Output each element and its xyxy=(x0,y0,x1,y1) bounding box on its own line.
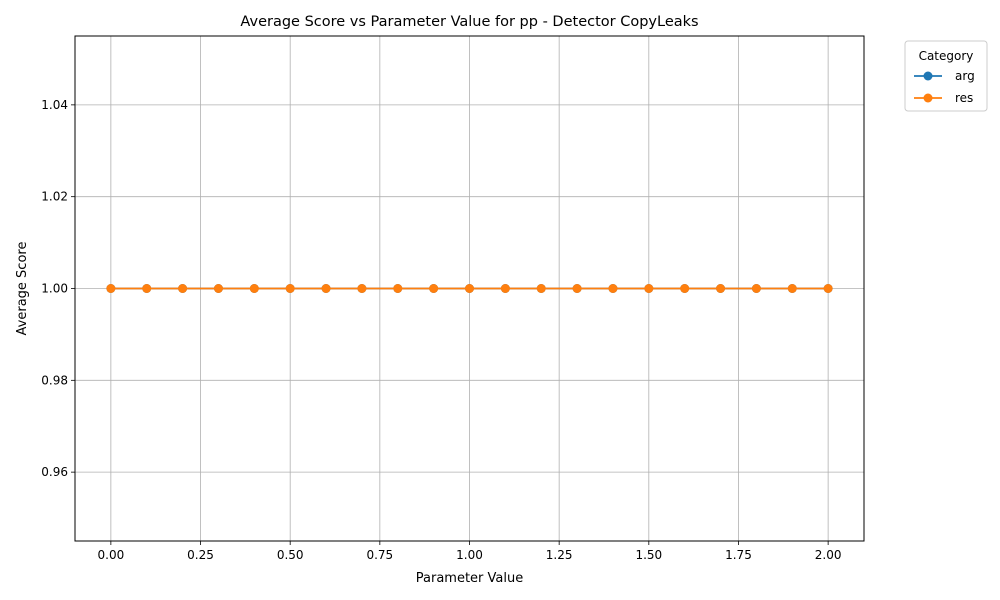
data-point xyxy=(142,284,152,293)
y-tick-label: 1.04 xyxy=(41,98,68,112)
legend-title: Category xyxy=(919,49,974,63)
x-tick-label: 2.00 xyxy=(815,548,842,562)
data-point xyxy=(106,284,116,293)
y-axis: 0.96 0.98 1.00 1.02 1.04 xyxy=(41,98,75,479)
data-point xyxy=(751,284,761,293)
chart-title: Average Score vs Parameter Value for pp … xyxy=(240,14,698,30)
y-axis-label: Average Score xyxy=(15,242,30,336)
y-tick-label: 0.98 xyxy=(41,373,68,387)
data-point xyxy=(321,284,331,293)
data-point xyxy=(500,284,510,293)
data-point xyxy=(393,284,403,293)
y-tick-label: 1.02 xyxy=(41,190,68,204)
y-tick-label: 1.00 xyxy=(41,282,68,296)
x-tick-label: 0.25 xyxy=(187,548,214,562)
x-tick-label: 0.00 xyxy=(98,548,125,562)
x-axis: 0.00 0.25 0.50 0.75 1.00 1.25 1.50 1.75 2.00 xyxy=(98,541,842,562)
legend-swatch-marker xyxy=(923,93,933,103)
legend-box xyxy=(904,40,988,112)
data-point xyxy=(644,284,654,293)
data-point xyxy=(680,284,690,293)
legend-swatch-marker xyxy=(923,71,933,81)
y-tick-label: 0.96 xyxy=(41,465,68,479)
data-point xyxy=(787,284,797,293)
data-point xyxy=(213,284,223,293)
x-tick-label: 1.25 xyxy=(546,548,573,562)
legend-item-res: res xyxy=(914,91,973,105)
data-point xyxy=(572,284,582,293)
x-tick-label: 0.50 xyxy=(277,548,304,562)
series-layer xyxy=(106,284,833,293)
data-point xyxy=(465,284,474,293)
data-point xyxy=(536,284,546,293)
data-point xyxy=(429,284,439,293)
x-tick-label: 1.00 xyxy=(456,548,483,562)
x-tick-label: 1.75 xyxy=(725,548,752,562)
legend-label: res xyxy=(955,91,973,105)
data-point xyxy=(249,284,259,293)
data-point xyxy=(716,284,726,293)
legend-label: arg xyxy=(955,69,975,83)
x-tick-label: 0.75 xyxy=(366,548,393,562)
data-point xyxy=(178,284,188,293)
x-axis-label: Parameter Value xyxy=(416,571,523,586)
x-tick-label: 1.50 xyxy=(635,548,662,562)
data-point xyxy=(823,284,833,293)
legend-item-arg: arg xyxy=(914,69,975,83)
legend: Category arg res xyxy=(904,40,988,112)
data-point xyxy=(285,284,295,293)
series-res xyxy=(106,284,833,293)
data-point xyxy=(608,284,618,293)
data-point xyxy=(357,284,367,293)
